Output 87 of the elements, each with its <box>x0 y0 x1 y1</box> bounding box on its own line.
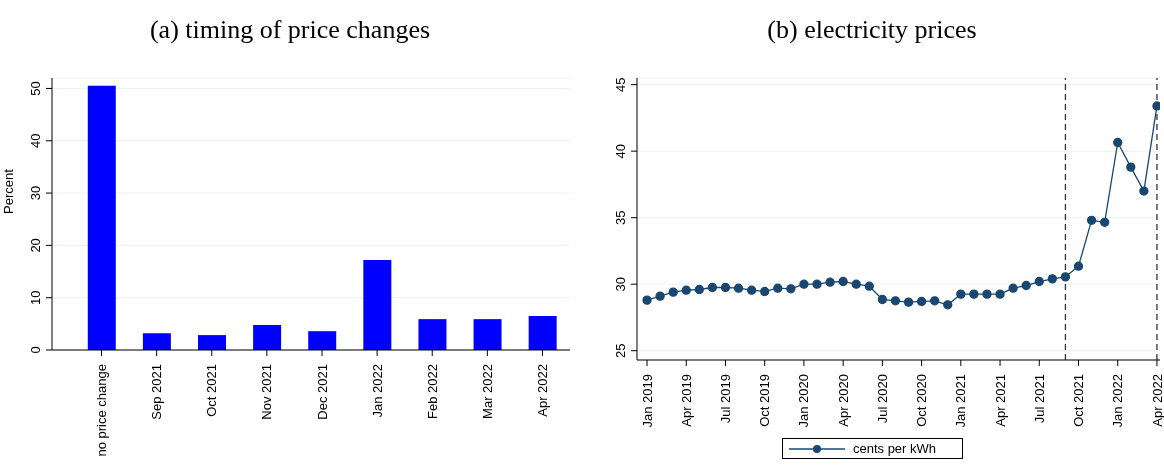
y-tick-label: 25 <box>613 343 628 358</box>
x-tick-label: Nov 2021 <box>259 364 275 420</box>
bar <box>363 260 392 350</box>
point <box>1113 137 1123 148</box>
point <box>930 296 940 306</box>
bar <box>87 85 116 350</box>
point <box>943 300 953 310</box>
y-tick-label: 30 <box>613 276 628 292</box>
point <box>746 285 757 295</box>
point <box>1034 276 1044 287</box>
y-tick-label: 35 <box>613 210 628 225</box>
point <box>1126 162 1136 172</box>
point <box>838 276 848 287</box>
x-tick-label: Oct 2019 <box>757 374 773 427</box>
point <box>1047 274 1057 284</box>
y-tick-label: 0 <box>28 346 43 354</box>
y-tick-label: 40 <box>613 143 628 159</box>
x-tick-label: Apr 2020 <box>835 374 851 427</box>
point <box>1139 186 1149 196</box>
y-tick-label: 40 <box>28 133 43 148</box>
bar <box>198 335 226 350</box>
x-tick-label: Feb 2022 <box>424 364 440 419</box>
x-tick-label: Dec 2021 <box>314 364 330 420</box>
point <box>655 291 665 301</box>
point <box>877 294 888 305</box>
point <box>733 283 744 293</box>
point <box>760 286 770 297</box>
point <box>1060 272 1071 282</box>
bar <box>253 324 282 350</box>
point <box>1021 280 1031 291</box>
point <box>1073 261 1084 271</box>
bar <box>418 319 447 350</box>
x-tick-label: Apr 2022 <box>534 364 550 417</box>
y-tick-label: 20 <box>28 238 43 253</box>
x-tick-label: Oct 2021 <box>1071 374 1087 427</box>
x-tick-label: Apr 2021 <box>992 374 1008 427</box>
bar <box>142 333 171 350</box>
x-tick-label: no price change <box>94 364 110 457</box>
point <box>642 295 652 305</box>
y-tick-label: 30 <box>28 185 43 201</box>
y-tick-label: 45 <box>613 77 628 92</box>
x-tick-label: Jan 2022 <box>369 364 385 418</box>
x-tick-label: Jan 2022 <box>1110 374 1126 428</box>
point <box>864 281 874 291</box>
point <box>1100 217 1110 227</box>
x-tick-label: Jul 2019 <box>718 374 734 424</box>
point <box>1086 215 1097 225</box>
point <box>916 296 927 307</box>
x-tick-label: Oct 2021 <box>204 364 220 417</box>
x-tick-label: Mar 2022 <box>479 364 495 419</box>
x-tick-label: Oct 2020 <box>914 374 930 427</box>
y-axis-title: Percent <box>0 168 16 214</box>
bar <box>473 319 502 350</box>
x-tick-label: Jul 2020 <box>874 374 890 424</box>
chart-title: (b) electricity prices <box>766 14 978 46</box>
chart-title: (a) timing of price changes <box>148 14 432 46</box>
x-tick-label: Apr 2022 <box>1149 374 1164 427</box>
point <box>890 296 901 306</box>
point <box>956 289 966 299</box>
x-tick-label: Jul 2021 <box>1031 374 1047 424</box>
point <box>1152 101 1160 111</box>
point <box>668 287 678 297</box>
bar <box>528 316 557 350</box>
bar <box>308 331 337 350</box>
point <box>799 279 809 289</box>
y-tick-label: 50 <box>28 81 43 96</box>
point <box>681 285 691 295</box>
x-tick-label: Jan 2019 <box>639 374 655 428</box>
point <box>694 284 704 295</box>
x-tick-label: Sep 2021 <box>149 364 165 420</box>
point <box>851 279 861 289</box>
point <box>720 282 731 293</box>
point <box>773 283 783 293</box>
point <box>982 289 992 299</box>
point <box>825 277 835 287</box>
point <box>995 289 1005 299</box>
y-tick-label: 10 <box>28 290 43 305</box>
point <box>812 279 822 289</box>
x-tick-label: Jan 2021 <box>953 374 969 428</box>
x-tick-label: Apr 2019 <box>678 374 694 427</box>
x-tick-label: Jan 2020 <box>796 374 812 428</box>
legend-label: cents per kWh <box>852 441 937 456</box>
point <box>969 289 979 299</box>
point <box>903 297 914 307</box>
point <box>786 284 796 294</box>
point <box>707 282 718 293</box>
point <box>1008 283 1018 293</box>
